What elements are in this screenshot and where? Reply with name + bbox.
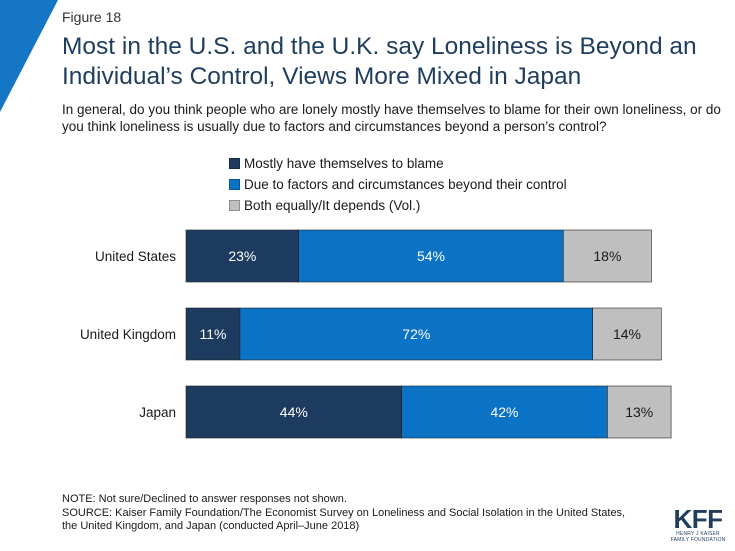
category-label-japan: Japan (139, 405, 176, 420)
legend-item-circumstances: Due to factors and circumstances beyond … (229, 174, 567, 195)
legend-item-blame: Mostly have themselves to blame (229, 153, 567, 174)
bar-blame-japan (185, 385, 402, 439)
chart-footnote: NOTE: Not sure/Declined to answer respon… (62, 493, 662, 534)
legend-label-blame: Mostly have themselves to blame (244, 156, 444, 171)
data-label-both-united-states: 18% (593, 248, 621, 264)
data-label-both-japan: 13% (625, 404, 653, 420)
bar-circumstances-united-kingdom (239, 307, 593, 361)
data-label-circumstances-united-kingdom: 72% (402, 326, 430, 342)
data-label-circumstances-united-states: 54% (417, 248, 445, 264)
corner-accent-triangle (0, 0, 58, 112)
chart-subtitle: In general, do you think people who are … (62, 102, 721, 134)
logo-mark: KFF (673, 504, 723, 534)
source-line-2: the United Kingdom, and Japan (conducted… (62, 520, 360, 532)
legend-swatch-blame (229, 158, 240, 169)
bar-circumstances-united-states (298, 229, 564, 283)
kff-logo: KFF HENRY J KAISER FAMILY FOUNDATION (670, 506, 726, 543)
bar-both-united-states (562, 229, 652, 283)
legend-item-both: Both equally/It depends (Vol.) (229, 195, 567, 216)
bar-both-japan (607, 385, 672, 439)
chart-legend: Mostly have themselves to blame Due to f… (229, 153, 567, 216)
source-line-1: SOURCE: Kaiser Family Foundation/The Eco… (62, 506, 626, 519)
category-label-united-kingdom: United Kingdom (80, 327, 176, 342)
category-label-united-states: United States (95, 249, 176, 264)
data-label-blame-united-states: 23% (228, 248, 256, 264)
data-label-circumstances-japan: 42% (490, 404, 518, 420)
data-label-both-united-kingdom: 14% (613, 326, 641, 342)
bar-circumstances-japan (401, 385, 608, 439)
bar-both-united-kingdom (592, 307, 662, 361)
legend-label-both: Both equally/It depends (Vol.) (244, 198, 421, 213)
legend-swatch-circumstances (229, 179, 240, 190)
chart-title: Most in the U.S. and the U.K. say Loneli… (62, 33, 697, 90)
legend-swatch-both (229, 200, 240, 211)
note-line: NOTE: Not sure/Declined to answer respon… (62, 493, 347, 505)
data-label-blame-japan: 44% (280, 404, 308, 420)
data-label-blame-united-kingdom: 11% (199, 326, 226, 342)
bar-blame-united-states (185, 229, 299, 283)
logo-subtitle: HENRY J KAISER FAMILY FOUNDATION (670, 531, 726, 543)
legend-label-circumstances: Due to factors and circumstances beyond … (244, 177, 567, 192)
figure-label: Figure 18 (62, 9, 122, 25)
